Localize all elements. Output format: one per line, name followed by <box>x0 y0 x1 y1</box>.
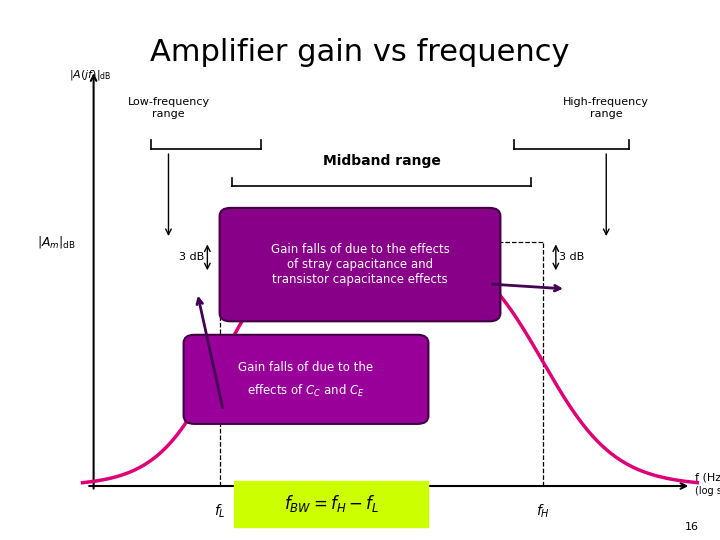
Text: Low-frequency
range: Low-frequency range <box>127 97 210 119</box>
Text: $f_H$: $f_H$ <box>536 502 550 519</box>
Text: $f_L$: $f_L$ <box>215 502 226 519</box>
FancyBboxPatch shape <box>184 335 428 424</box>
Text: 3 dB: 3 dB <box>179 252 204 262</box>
Text: (log scale): (log scale) <box>695 487 720 496</box>
Text: Amplifier gain vs frequency: Amplifier gain vs frequency <box>150 38 570 67</box>
FancyBboxPatch shape <box>234 481 428 526</box>
Text: Gain falls of due to the: Gain falls of due to the <box>238 361 374 374</box>
Text: High-frequency
range: High-frequency range <box>563 97 649 119</box>
Text: $f_{BW} = f_H - f_L$: $f_{BW} = f_H - f_L$ <box>284 493 379 514</box>
Text: $|A(jf)|_\mathrm{dB}$: $|A(jf)|_\mathrm{dB}$ <box>68 68 112 82</box>
Text: effects of $C_C$ and $C_E$: effects of $C_C$ and $C_E$ <box>247 383 365 399</box>
FancyBboxPatch shape <box>220 208 500 321</box>
Text: 3 dB: 3 dB <box>559 252 585 262</box>
Text: $|A_m|_\mathrm{dB}$: $|A_m|_\mathrm{dB}$ <box>37 234 76 249</box>
Text: 16: 16 <box>685 522 698 532</box>
Text: f (Hz): f (Hz) <box>695 473 720 483</box>
Text: Gain falls of due to the effects
of stray capacitance and
transistor capacitance: Gain falls of due to the effects of stra… <box>271 243 449 286</box>
Text: Midband range: Midband range <box>323 154 441 168</box>
